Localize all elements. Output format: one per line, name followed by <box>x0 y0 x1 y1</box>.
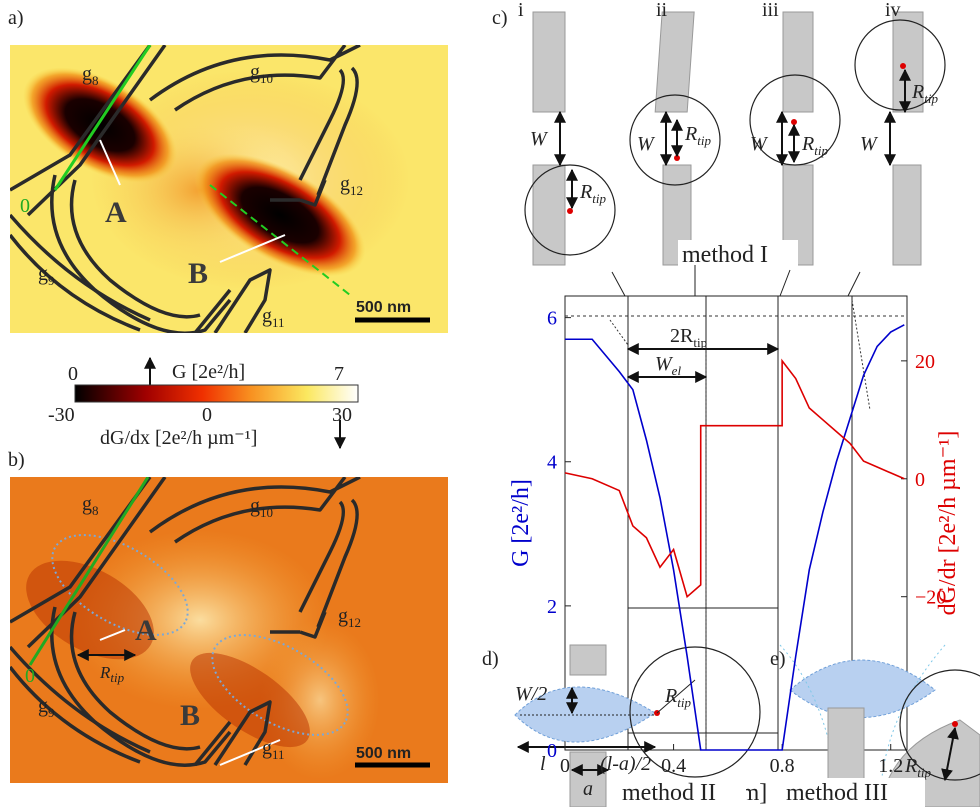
colorbar-tick: 0 <box>202 404 212 426</box>
x-tick-label: 0.4 <box>661 755 686 777</box>
figure: a) A B 0 500 nm g8 g10 g12 g9 g11 G [2e²… <box>0 0 980 807</box>
radius-label: Rtip <box>579 181 606 206</box>
panel-label: d) <box>482 648 499 670</box>
colorbar-tick: -30 <box>48 404 75 426</box>
label: a <box>583 778 593 800</box>
label: W/2 <box>515 683 547 705</box>
y-tick-label: 2 <box>547 596 557 618</box>
width-label: W <box>637 133 656 155</box>
config-label: iv <box>885 0 901 21</box>
x-tick-label: 0 <box>560 755 570 777</box>
panel-label: e) <box>770 648 786 670</box>
x-tick-label: 0.8 <box>770 755 795 777</box>
label: l <box>540 753 546 775</box>
radius-label: Rtip <box>801 133 828 158</box>
panel-label: b) <box>8 449 25 471</box>
y-tick-label: 6 <box>547 308 557 330</box>
region-label: B <box>188 257 208 290</box>
panel-label: c) <box>492 7 508 29</box>
conductance-map <box>4 44 448 334</box>
config-label: iii <box>762 0 779 21</box>
y2-tick-label: −20 <box>915 587 946 609</box>
config-label: ii <box>656 0 668 21</box>
method-label: method II <box>622 780 716 806</box>
colorbar-tick: 7 <box>334 363 344 385</box>
scale-bar-label: 500 nm <box>356 745 411 762</box>
radius-label: Rtip <box>664 685 691 710</box>
derivative-map <box>9 477 448 783</box>
colorbar-tick: 30 <box>332 404 352 426</box>
y-axis-label: G [2e²/h] <box>508 479 534 567</box>
annotation: 2Rtip <box>670 325 707 350</box>
method-label: method I <box>682 242 768 268</box>
panel-label: a) <box>8 7 24 29</box>
width-label: W <box>530 128 549 150</box>
width-label: W <box>860 133 879 155</box>
region-label: B <box>180 699 200 732</box>
region-label: A <box>135 614 157 647</box>
radius-label: Rtip <box>911 81 938 106</box>
label: (l-a)/2 <box>600 753 651 775</box>
colorbar-title: dG/dx [2e²/h µm⁻¹] <box>100 427 257 449</box>
series-line <box>565 361 904 597</box>
y2-tick-label: 20 <box>915 351 935 373</box>
width-label: W <box>750 133 769 155</box>
x-tick-label: 1.2 <box>878 755 903 777</box>
colorbar-title: G [2e²/h] <box>172 361 245 383</box>
annotation: Wel <box>655 353 681 378</box>
colorbar <box>75 385 358 402</box>
line-label: 0 <box>20 195 30 217</box>
y-tick-label: 4 <box>547 452 557 474</box>
method-label: method III <box>786 780 888 806</box>
y-tick-label: 0 <box>547 740 557 762</box>
radius-label: Rtip <box>684 123 711 148</box>
y2-tick-label: 0 <box>915 469 925 491</box>
config-label: i <box>518 0 524 21</box>
colorbar-tick: 0 <box>68 363 78 385</box>
scale-bar-label: 500 nm <box>356 299 411 316</box>
line-label: 0 <box>25 665 35 687</box>
region-label: A <box>105 196 127 229</box>
